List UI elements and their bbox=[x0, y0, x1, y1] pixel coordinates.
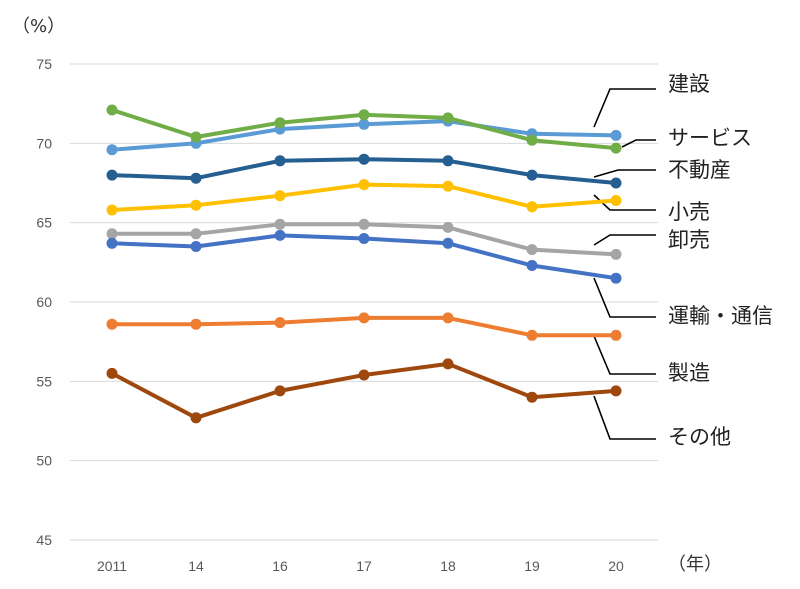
data-point bbox=[190, 131, 202, 143]
data-point bbox=[106, 169, 118, 181]
data-point bbox=[274, 229, 286, 241]
x-tick-label: 17 bbox=[356, 558, 372, 574]
data-point bbox=[190, 412, 202, 424]
series-label: 卸売 bbox=[668, 228, 710, 252]
data-point bbox=[526, 329, 538, 341]
data-point bbox=[358, 109, 370, 121]
series-建設 bbox=[106, 115, 622, 156]
y-axis-unit: （%） bbox=[12, 16, 65, 37]
data-point bbox=[526, 201, 538, 213]
series-label: 小売 bbox=[668, 200, 710, 224]
leader-line bbox=[593, 169, 656, 178]
data-point bbox=[358, 312, 370, 324]
series-lines bbox=[106, 104, 622, 424]
series-卸売 bbox=[106, 218, 622, 260]
data-point bbox=[526, 169, 538, 181]
data-point bbox=[526, 134, 538, 146]
leader-line bbox=[593, 395, 656, 440]
x-tick-label: 19 bbox=[524, 558, 540, 574]
data-point bbox=[610, 142, 622, 154]
x-tick-label: 2011 bbox=[97, 558, 127, 574]
leader-line bbox=[593, 88, 656, 128]
data-point bbox=[274, 218, 286, 230]
series-サービス bbox=[106, 104, 622, 154]
data-point bbox=[442, 312, 454, 324]
y-axis-ticks: 45 50 55 60 65 70 75 bbox=[36, 56, 52, 548]
data-point bbox=[610, 129, 622, 141]
data-point bbox=[274, 385, 286, 397]
data-point bbox=[610, 195, 622, 206]
data-point bbox=[526, 391, 538, 403]
data-point bbox=[274, 190, 286, 202]
data-point bbox=[106, 367, 118, 379]
y-tick-label: 75 bbox=[36, 56, 52, 72]
data-point bbox=[526, 260, 538, 271]
leader-line bbox=[593, 335, 656, 375]
data-point bbox=[526, 244, 538, 256]
leader-line bbox=[621, 139, 656, 148]
series-不動産 bbox=[106, 153, 622, 189]
series-label: その他 bbox=[668, 425, 731, 449]
data-point bbox=[358, 179, 370, 191]
series-label: 運輸・通信 bbox=[668, 304, 773, 328]
y-tick-label: 50 bbox=[36, 453, 52, 469]
x-tick-label: 14 bbox=[188, 558, 204, 574]
data-point bbox=[442, 221, 454, 233]
x-tick-label: 20 bbox=[608, 558, 624, 574]
data-point bbox=[106, 144, 118, 156]
data-point bbox=[358, 153, 370, 165]
series-その他 bbox=[106, 358, 622, 424]
y-tick-label: 60 bbox=[36, 294, 52, 310]
y-tick-label: 70 bbox=[36, 135, 52, 151]
data-point bbox=[190, 199, 202, 211]
data-point bbox=[106, 237, 118, 249]
data-point bbox=[274, 117, 286, 129]
data-point bbox=[610, 272, 622, 284]
data-point bbox=[610, 329, 622, 341]
data-point bbox=[190, 172, 202, 184]
data-point bbox=[274, 317, 286, 329]
leader-line bbox=[593, 234, 656, 246]
data-point bbox=[442, 112, 454, 124]
data-point bbox=[442, 237, 454, 249]
data-point bbox=[106, 104, 118, 116]
series-小売 bbox=[106, 179, 622, 216]
x-tick-label: 18 bbox=[440, 558, 456, 574]
data-point bbox=[442, 155, 454, 167]
series-label: サービス bbox=[668, 126, 752, 150]
y-tick-label: 55 bbox=[36, 373, 52, 389]
data-point bbox=[358, 118, 370, 130]
data-point bbox=[442, 358, 454, 370]
data-point bbox=[442, 180, 454, 192]
x-axis-ticks: 2011 14 16 17 18 19 20 bbox=[97, 558, 624, 574]
data-point bbox=[358, 218, 370, 230]
x-axis-unit: （年） bbox=[668, 554, 722, 575]
series-label: 製造 bbox=[668, 361, 710, 385]
data-point bbox=[610, 385, 622, 397]
series-製造 bbox=[106, 312, 622, 341]
data-point bbox=[106, 228, 118, 240]
data-point bbox=[358, 369, 370, 381]
data-point bbox=[610, 177, 622, 189]
data-point bbox=[106, 318, 118, 330]
label-leader-lines bbox=[593, 88, 656, 440]
leader-line bbox=[593, 277, 656, 318]
series-label: 建設 bbox=[668, 72, 710, 96]
x-tick-label: 16 bbox=[272, 558, 288, 574]
data-point bbox=[358, 233, 370, 244]
data-point bbox=[190, 318, 202, 330]
y-tick-label: 45 bbox=[36, 532, 52, 548]
series-運輸・通信 bbox=[106, 229, 622, 284]
data-point bbox=[190, 228, 202, 240]
data-point bbox=[106, 204, 118, 216]
series-label: 不動産 bbox=[668, 158, 731, 182]
data-point bbox=[190, 241, 202, 252]
data-point bbox=[274, 155, 286, 167]
y-tick-label: 65 bbox=[36, 215, 52, 231]
data-point bbox=[610, 248, 622, 260]
